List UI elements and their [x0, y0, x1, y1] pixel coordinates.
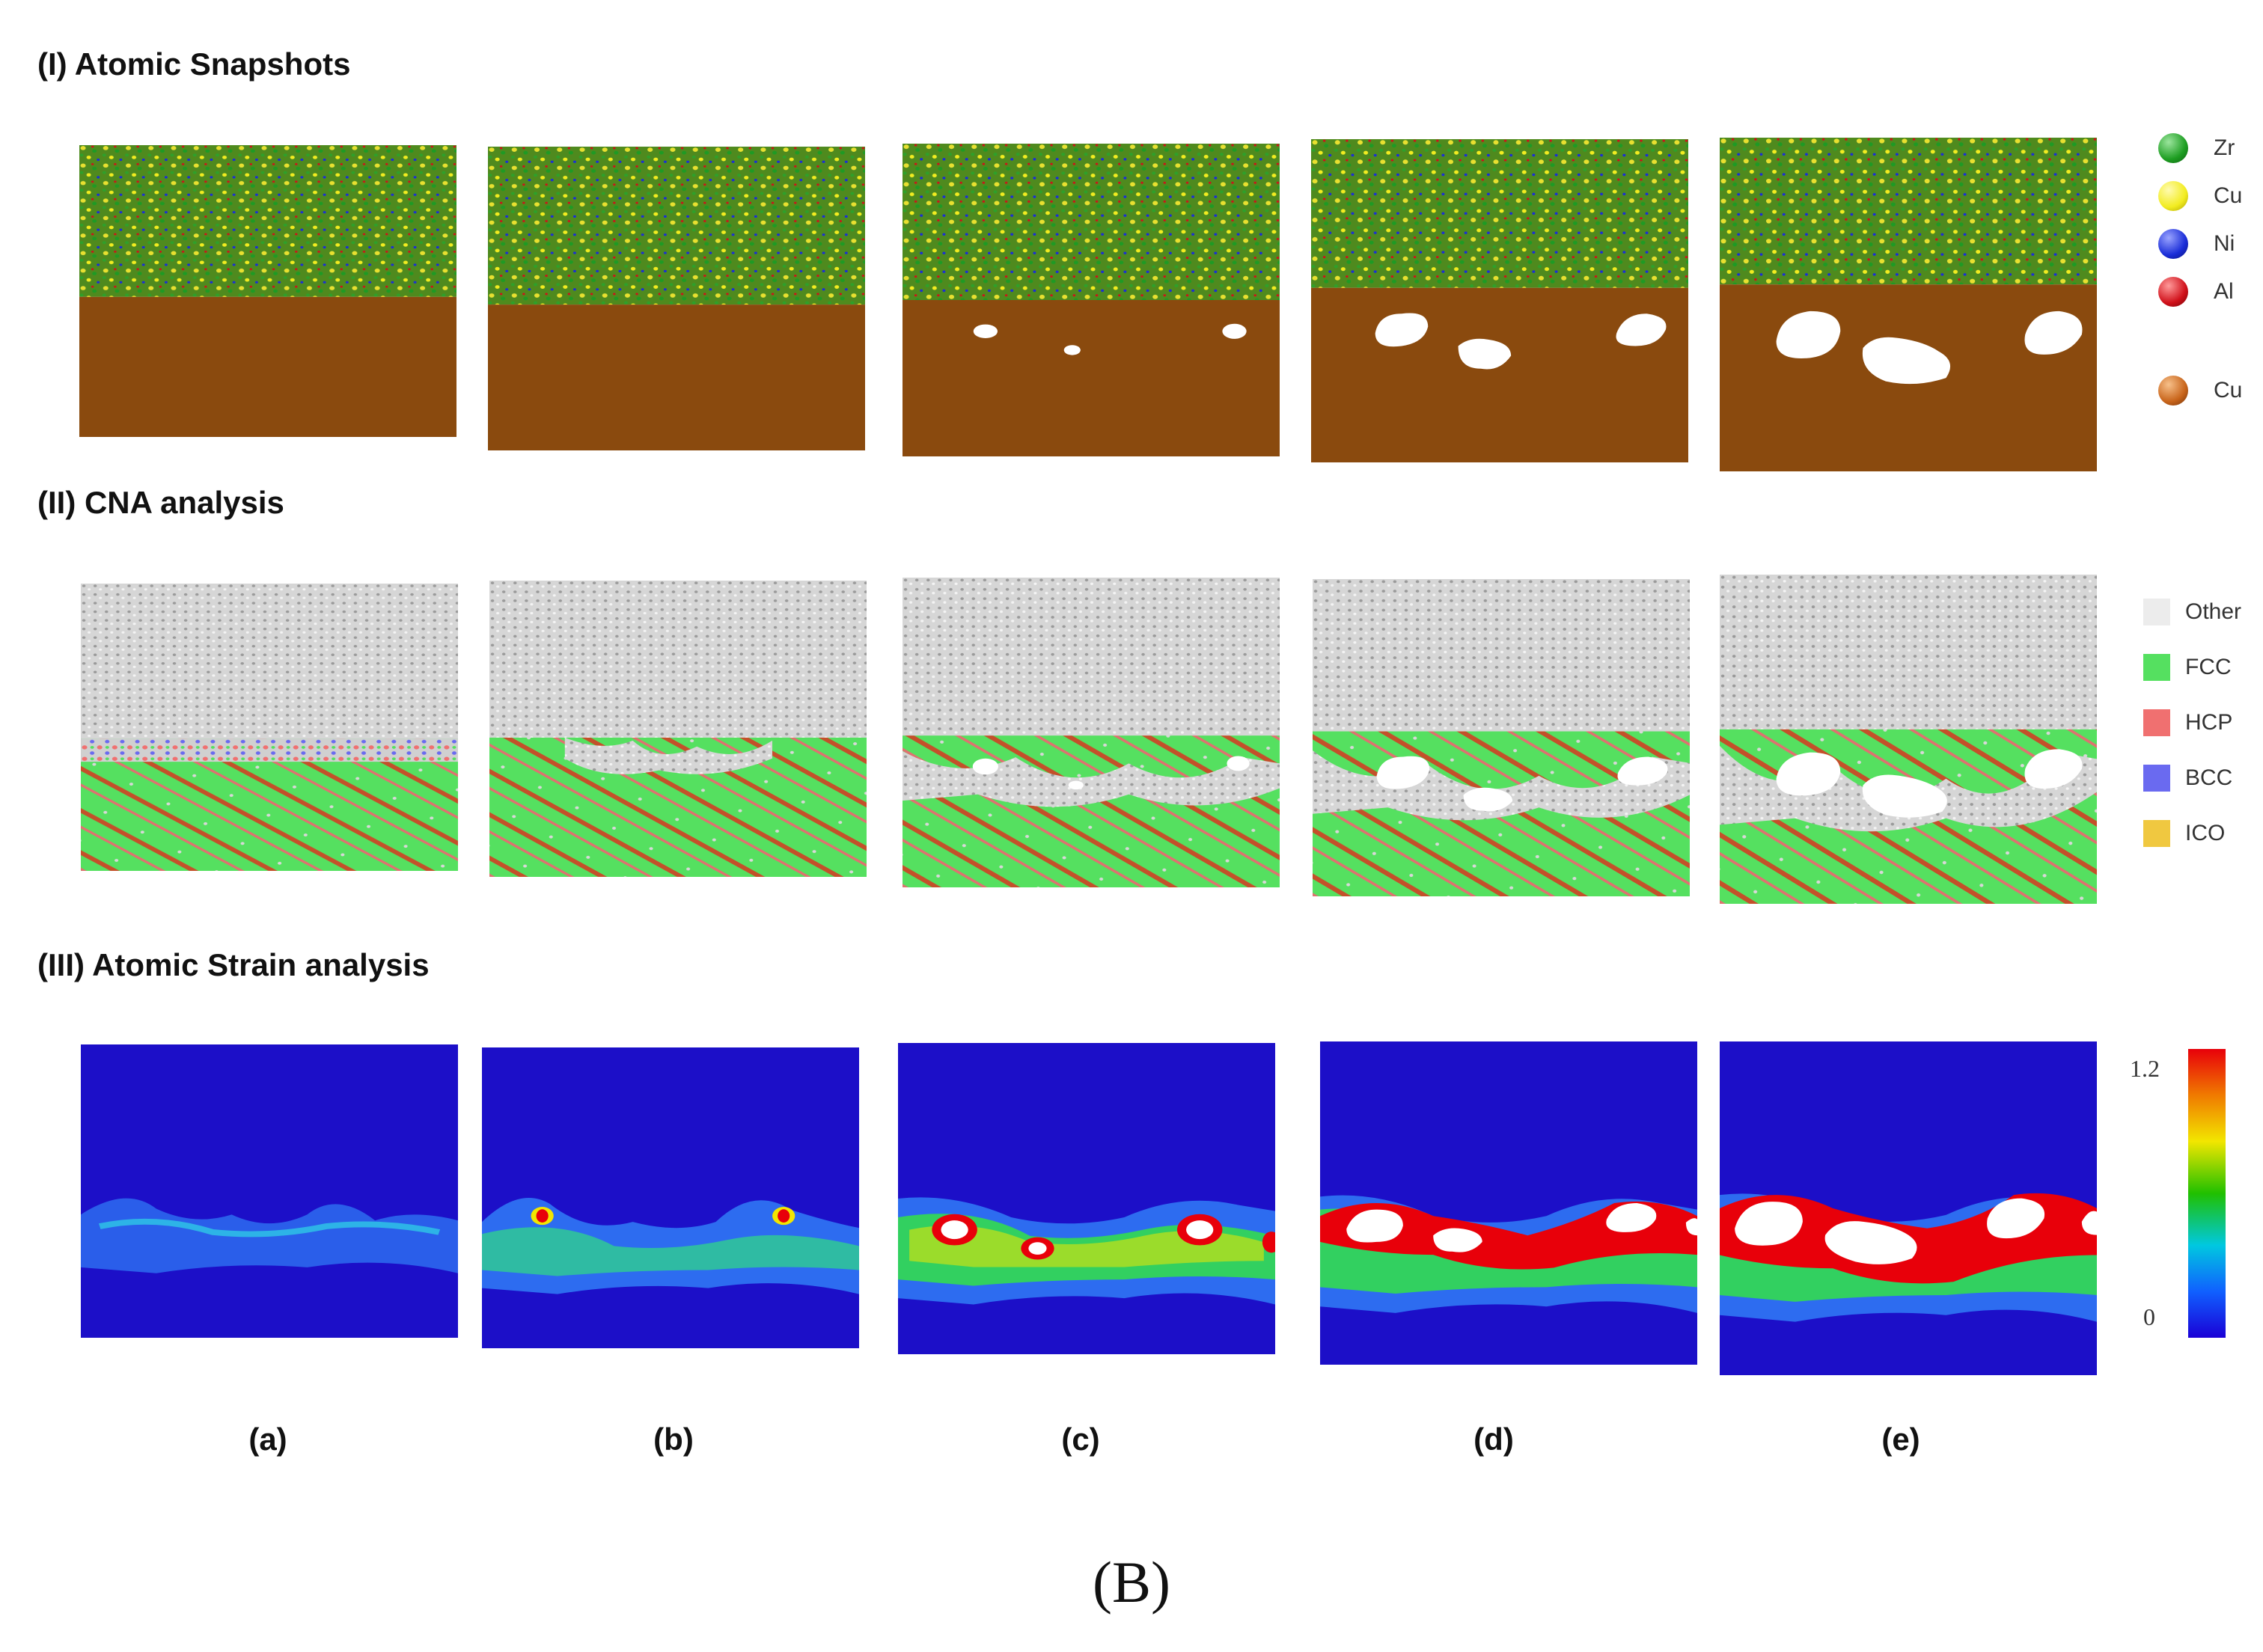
- strain-panel-d: [1320, 1041, 1697, 1365]
- legend-cna-other: Other: [2143, 599, 2241, 625]
- fcc-swatch-icon: [2143, 654, 2170, 681]
- strain-panel-e: [1720, 1041, 2097, 1375]
- cna-panel-b: [489, 581, 867, 877]
- legend-label: Cu: [2214, 378, 2243, 403]
- panel-label-a: (a): [248, 1422, 287, 1457]
- cu-substrate-atom-icon: [2158, 376, 2188, 406]
- legend-label: BCC: [2185, 765, 2233, 790]
- legend-cna-bcc: BCC: [2143, 765, 2232, 792]
- legend-label: Ni: [2214, 231, 2235, 256]
- legend-label: ICO: [2185, 821, 2226, 845]
- section-title-cna-analysis: (II) CNA analysis: [37, 485, 284, 520]
- legend-label: FCC: [2185, 655, 2232, 679]
- legend-cna-hcp: HCP: [2143, 709, 2232, 736]
- legend-label: Zr: [2214, 135, 2235, 160]
- figure-label: (B): [1093, 1549, 1170, 1615]
- legend-atom-cu: Cu: [2158, 181, 2242, 211]
- bcc-swatch-icon: [2143, 765, 2170, 792]
- legend-cna-fcc: FCC: [2143, 654, 2232, 681]
- zr-atom-icon: [2158, 133, 2188, 163]
- strain-panel-a: [81, 1044, 458, 1338]
- snapshot-panel-b: [488, 147, 865, 450]
- cna-panel-a: [81, 584, 458, 871]
- panel-label-c: (c): [1061, 1422, 1100, 1457]
- panel-label-d: (d): [1473, 1422, 1514, 1457]
- legend-cna-ico: ICO: [2143, 820, 2225, 847]
- al-atom-icon: [2158, 277, 2188, 307]
- legend-label: Other: [2185, 599, 2242, 624]
- colorbar-min-label: 0: [2143, 1303, 2155, 1330]
- snapshot-panel-a: [79, 145, 456, 437]
- cu-atom-icon: [2158, 181, 2188, 211]
- cna-panel-c: [903, 578, 1280, 887]
- strain-colorbar: [2188, 1049, 2226, 1338]
- legend-atom-al: Al: [2158, 277, 2234, 307]
- cna-panel-e: [1720, 575, 2097, 904]
- legend-atom-zr: Zr: [2158, 133, 2235, 163]
- legend-label: Al: [2214, 279, 2234, 304]
- ico-swatch-icon: [2143, 820, 2170, 847]
- section-title-atomic-strain: (III) Atomic Strain analysis: [37, 947, 430, 982]
- section-title-atomic-snapshots: (I) Atomic Snapshots: [37, 46, 351, 82]
- panel-label-e: (e): [1881, 1422, 1920, 1457]
- legend-label: HCP: [2185, 710, 2233, 735]
- panel-label-b: (b): [653, 1422, 694, 1457]
- other-swatch-icon: [2143, 599, 2170, 625]
- snapshot-panel-d: [1311, 139, 1688, 462]
- cna-panel-d: [1313, 579, 1690, 896]
- hcp-swatch-icon: [2143, 709, 2170, 736]
- legend-label: Cu: [2214, 183, 2243, 208]
- strain-panel-c: [898, 1043, 1275, 1354]
- strain-panel-b: [482, 1047, 859, 1348]
- colorbar-max-label: 1.2: [2130, 1055, 2160, 1082]
- snapshot-panel-c: [903, 144, 1280, 456]
- ni-atom-icon: [2158, 229, 2188, 259]
- legend-atom-cu-substrate: Cu: [2158, 376, 2242, 406]
- snapshot-panel-e: [1720, 138, 2097, 471]
- legend-atom-ni: Ni: [2158, 229, 2235, 259]
